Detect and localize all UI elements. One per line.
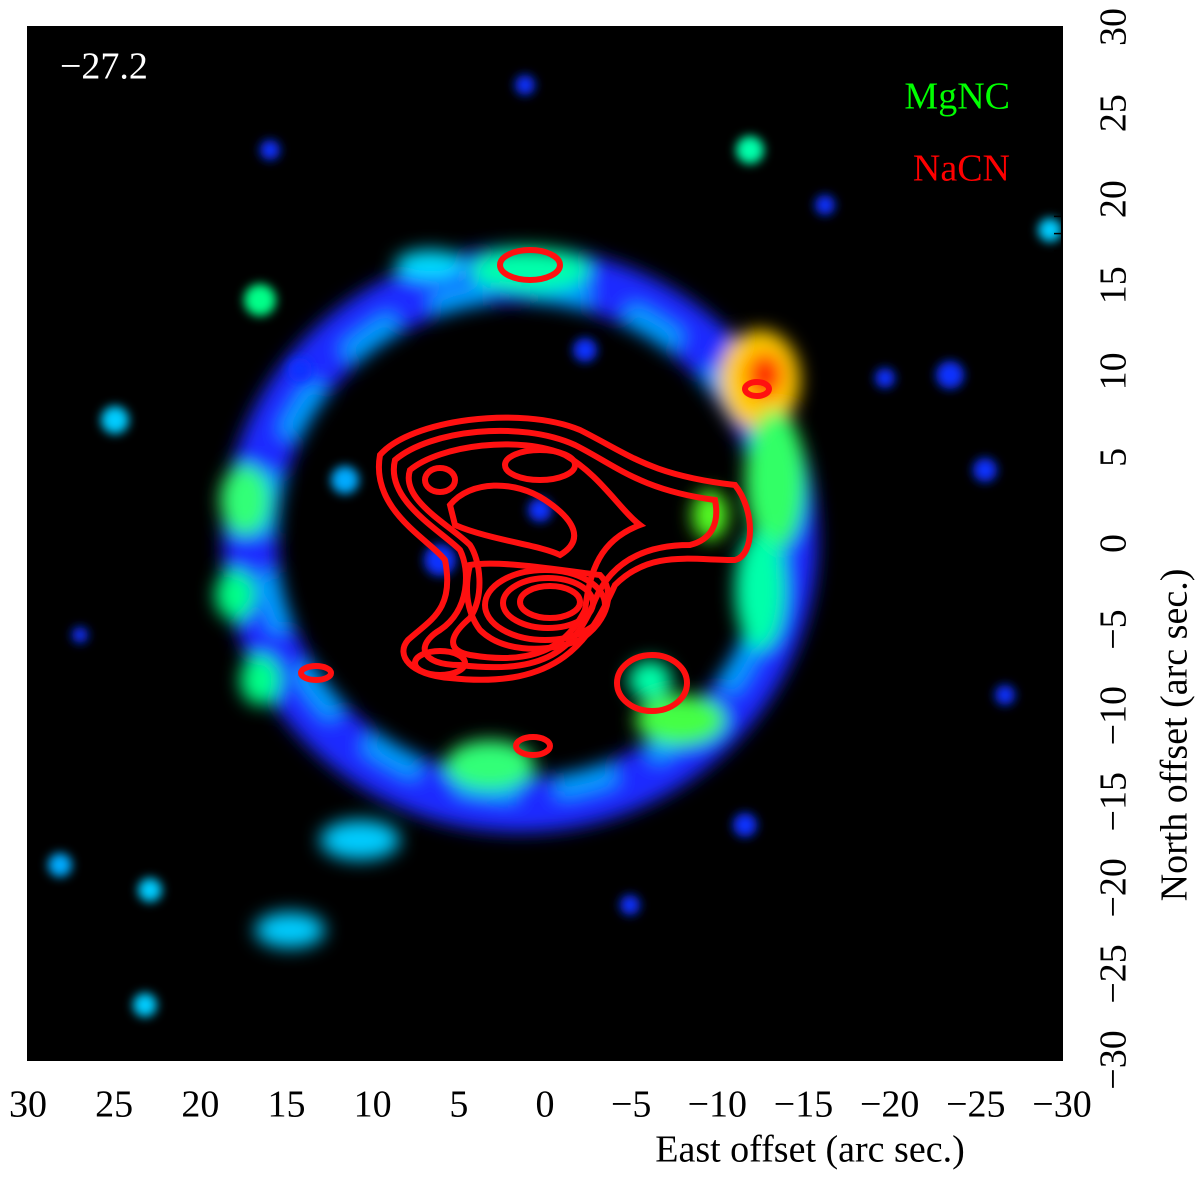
y-tick-label: −5 [1093, 609, 1135, 649]
x-tick-label: 5 [449, 1084, 468, 1126]
y-tick-label: 10 [1093, 352, 1135, 390]
y-tick-label: 20 [1093, 180, 1135, 218]
y-tick-label: −25 [1093, 944, 1135, 1003]
x-tick-label: 0 [536, 1084, 555, 1126]
x-tick-label: −25 [946, 1084, 1005, 1126]
y-tick-label: −10 [1093, 686, 1135, 745]
x-tick-label: 20 [181, 1084, 219, 1126]
y-tick-label: 30 [1093, 8, 1135, 46]
y-tick-label: 15 [1093, 266, 1135, 304]
plot-area [28, 27, 1062, 1060]
x-tick-label: −10 [688, 1084, 747, 1126]
annotation: −27.2 [60, 46, 148, 88]
y-tick-label: −20 [1093, 858, 1135, 917]
legend-entry: NaCN [913, 148, 1010, 190]
y-tick-label: −15 [1093, 772, 1135, 831]
x-tick-label: −30 [1032, 1084, 1091, 1126]
x-tick-label: 25 [95, 1084, 133, 1126]
emission-map [48, 75, 1062, 1017]
minor-ticks [27, 26, 1063, 1061]
x-axis-label: East offset (arc sec.) [655, 1129, 964, 1171]
y-tick-label: 5 [1093, 448, 1135, 467]
x-tick-label: −5 [611, 1084, 651, 1126]
x-tick-label: 10 [354, 1084, 392, 1126]
y-tick-label: 25 [1093, 94, 1135, 132]
legend-entry: MgNC [904, 76, 1010, 118]
x-tick-label: 30 [9, 1084, 47, 1126]
x-tick-label: 15 [268, 1084, 306, 1126]
y-axis-label: North offset (arc sec.) [1154, 569, 1196, 902]
y-tick-label: 0 [1093, 534, 1135, 553]
x-tick-label: −20 [860, 1084, 919, 1126]
x-tick-label: −15 [774, 1084, 833, 1126]
y-tick-label: −30 [1093, 1030, 1135, 1089]
contours [298, 247, 772, 758]
